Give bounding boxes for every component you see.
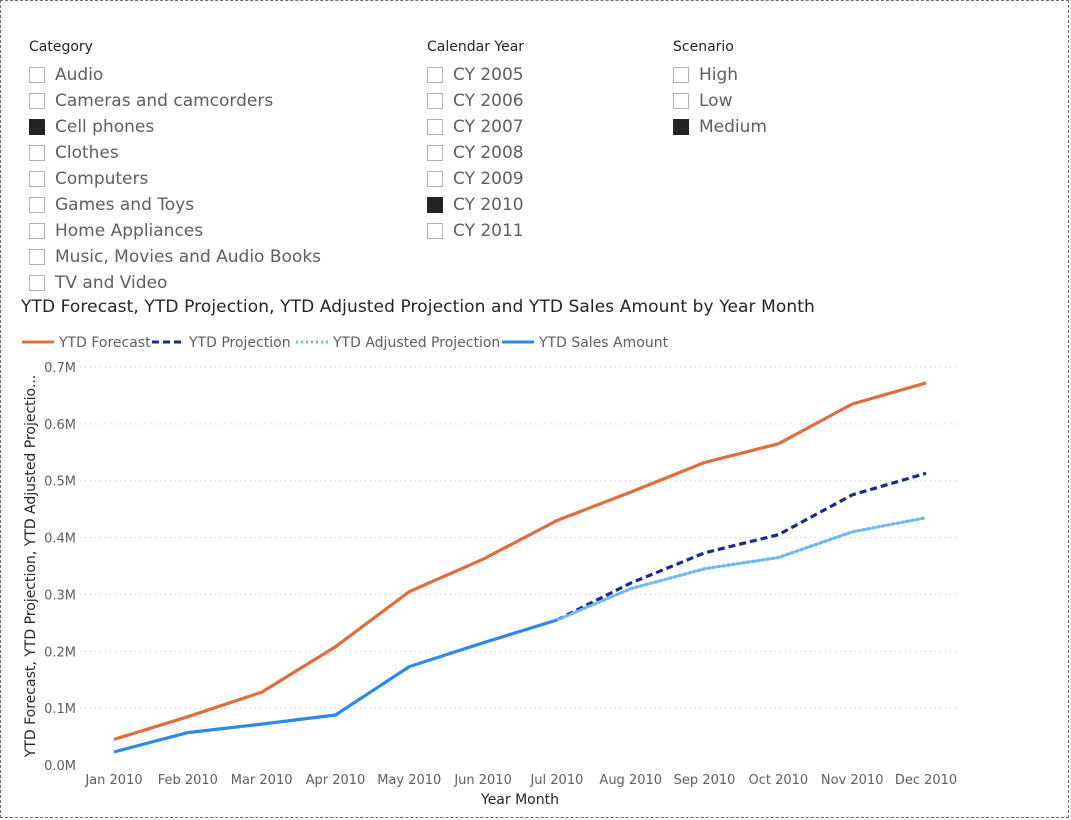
scenario-checkbox[interactable] <box>673 119 689 135</box>
scenario-item[interactable]: Low <box>673 88 767 114</box>
calendar-year-slicer: Calendar Year CY 2005 CY 2006 CY 2007 CY 20… <box>427 38 524 244</box>
calendar-year-checkbox[interactable] <box>427 93 443 109</box>
category-checkbox[interactable] <box>29 223 45 239</box>
category-item[interactable]: Games and Toys <box>29 192 321 218</box>
scenario-slicer-title: Scenario <box>673 39 734 55</box>
calendar-year-checkbox[interactable] <box>427 145 443 161</box>
category-checkbox[interactable] <box>29 249 45 265</box>
category-item[interactable]: Computers <box>29 166 321 192</box>
calendar-year-checkbox[interactable] <box>427 119 443 135</box>
scenario-item-label: High <box>699 65 739 85</box>
calendar-year-item[interactable]: CY 2011 <box>427 218 524 244</box>
category-item-label: Cameras and camcorders <box>55 91 274 111</box>
calendar-year-item-label: CY 2007 <box>453 117 524 137</box>
chart-title: YTD Forecast, YTD Projection, YTD Adjust… <box>21 297 815 317</box>
category-item-label: Games and Toys <box>55 195 195 215</box>
category-checkbox[interactable] <box>29 93 45 109</box>
scenario-slicer: Scenario High Low Medium <box>673 38 767 140</box>
category-item[interactable]: Home Appliances <box>29 218 321 244</box>
category-checkbox[interactable] <box>29 145 45 161</box>
calendar-year-checkbox[interactable] <box>427 197 443 213</box>
calendar-year-item-label: CY 2009 <box>453 169 524 189</box>
calendar-year-item-label: CY 2005 <box>453 65 524 85</box>
scenario-item[interactable]: High <box>673 62 767 88</box>
category-checkbox[interactable] <box>29 171 45 187</box>
category-checkbox[interactable] <box>29 119 45 135</box>
scenario-checkbox[interactable] <box>673 93 689 109</box>
category-checkbox[interactable] <box>29 197 45 213</box>
category-item[interactable]: Audio <box>29 62 321 88</box>
category-slicer: Category Audio Cameras and camcorders Cell… <box>29 38 321 296</box>
category-item-label: Clothes <box>55 143 119 163</box>
calendar-year-item[interactable]: CY 2005 <box>427 62 524 88</box>
calendar-year-checkbox[interactable] <box>427 223 443 239</box>
calendar-year-checkbox[interactable] <box>427 67 443 83</box>
category-item-label: Cell phones <box>55 117 155 137</box>
category-item-label: Music, Movies and Audio Books <box>55 247 322 267</box>
calendar-year-item[interactable]: CY 2010 <box>427 192 524 218</box>
category-item[interactable]: Cell phones <box>29 114 321 140</box>
category-item[interactable]: Clothes <box>29 140 321 166</box>
category-checkbox[interactable] <box>29 275 45 291</box>
calendar-year-item[interactable]: CY 2008 <box>427 140 524 166</box>
calendar-year-slicer-title: Calendar Year <box>427 39 525 55</box>
category-item-label: Computers <box>55 169 149 189</box>
scenario-item-label: Medium <box>699 117 767 137</box>
scenario-checkbox[interactable] <box>673 67 689 83</box>
category-checkbox[interactable] <box>29 67 45 83</box>
calendar-year-item[interactable]: CY 2007 <box>427 114 524 140</box>
category-item[interactable]: Cameras and camcorders <box>29 88 321 114</box>
category-item-label: Home Appliances <box>55 221 204 241</box>
calendar-year-item-label: CY 2006 <box>453 91 524 111</box>
calendar-year-item[interactable]: CY 2009 <box>427 166 524 192</box>
category-item-label: Audio <box>55 65 104 85</box>
calendar-year-item-label: CY 2008 <box>453 143 524 163</box>
category-slicer-title: Category <box>29 39 93 55</box>
category-item[interactable]: Music, Movies and Audio Books <box>29 244 321 270</box>
category-item[interactable]: TV and Video <box>29 270 321 296</box>
calendar-year-item[interactable]: CY 2006 <box>427 88 524 114</box>
calendar-year-item-label: CY 2011 <box>453 221 524 241</box>
calendar-year-item-label: CY 2010 <box>453 195 524 215</box>
category-item-label: TV and Video <box>55 273 168 293</box>
scenario-item-label: Low <box>699 91 733 111</box>
scenario-item[interactable]: Medium <box>673 114 767 140</box>
calendar-year-checkbox[interactable] <box>427 171 443 187</box>
